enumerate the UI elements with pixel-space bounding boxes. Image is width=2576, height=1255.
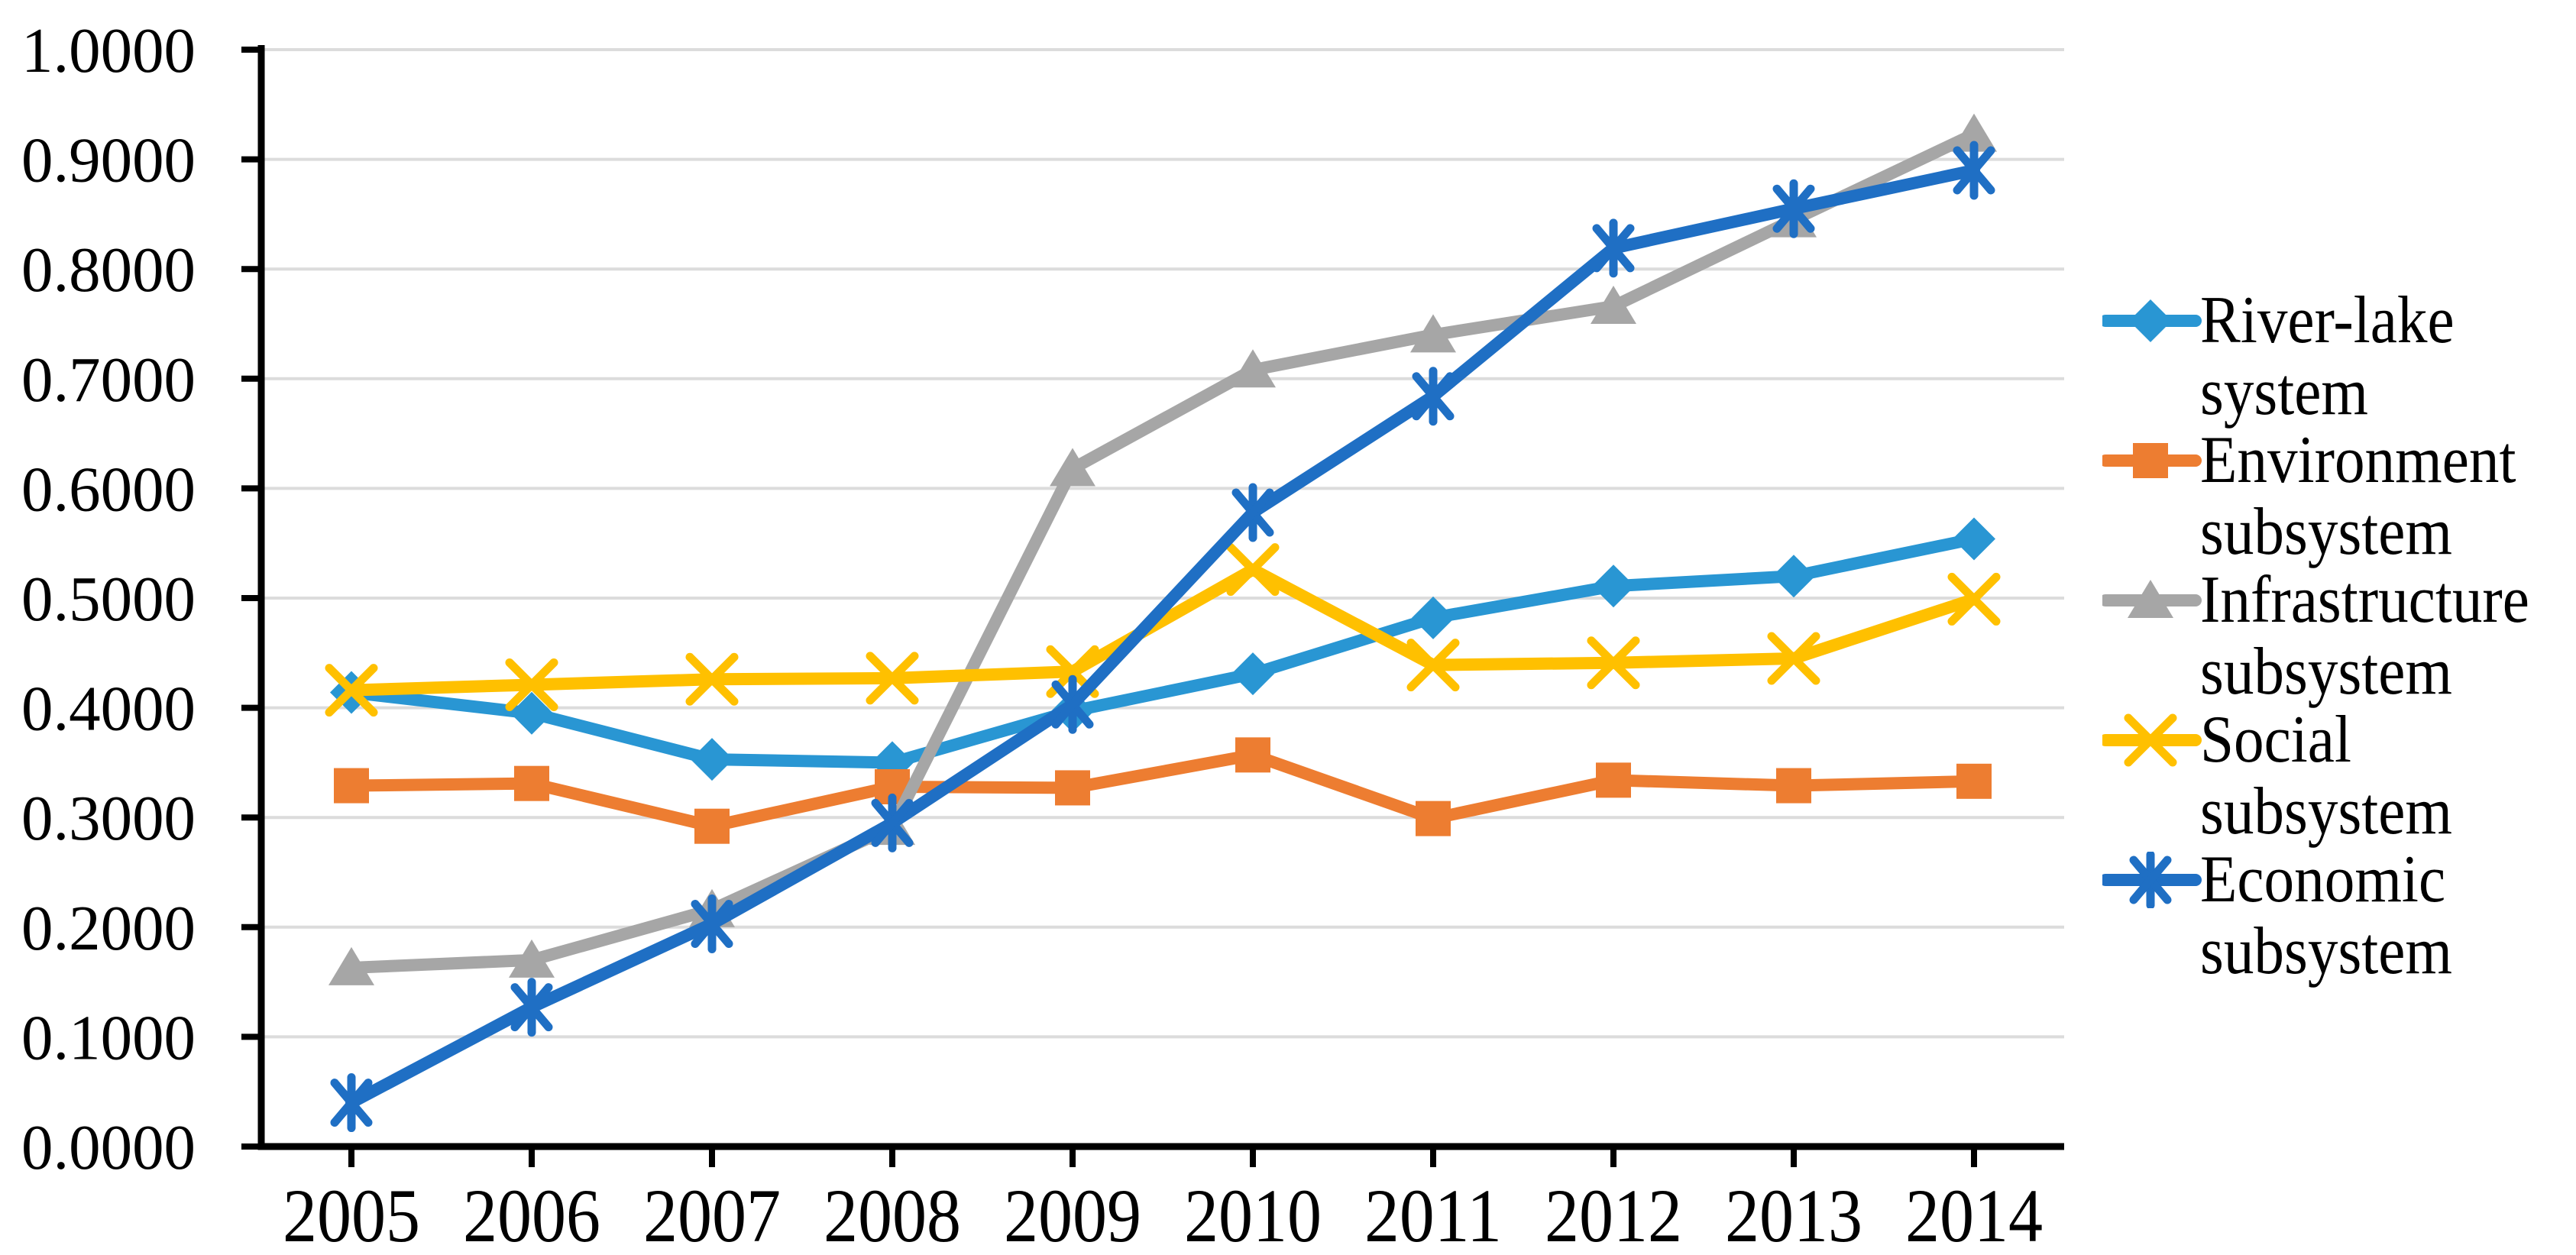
series-line xyxy=(345,532,1980,769)
series-line xyxy=(345,563,1980,697)
y-axis-tick-label: 0.7000 xyxy=(21,344,196,416)
asterisk-marker xyxy=(1051,674,1094,734)
asterisk-marker xyxy=(871,793,914,852)
diamond-marker xyxy=(1412,596,1455,639)
diamond-marker xyxy=(510,691,553,735)
y-axis-tick-label: 0.5000 xyxy=(21,564,196,635)
square-marker xyxy=(1956,763,1992,799)
x-axis-tick-label: 2008 xyxy=(824,1173,961,1255)
y-axis-tick-label: 1.0000 xyxy=(21,15,196,86)
square-marker xyxy=(1416,801,1451,836)
y-axis-tick-label: 0.3000 xyxy=(21,783,196,854)
asterisk-marker xyxy=(1412,367,1455,426)
asterisk-marker xyxy=(510,978,553,1037)
y-axis-tick-label: 0.0000 xyxy=(21,1112,196,1183)
x-marker xyxy=(325,664,378,717)
y-axis-tick-label: 0.8000 xyxy=(21,235,196,306)
x-axis-tick-label: 2011 xyxy=(1364,1173,1502,1255)
series-line xyxy=(345,163,1980,1109)
triangle-marker xyxy=(509,939,555,978)
x-marker xyxy=(1767,632,1820,685)
y-axis-tick-label: 0.9000 xyxy=(21,125,196,196)
x-axis-tick-label: 2007 xyxy=(643,1173,781,1255)
y-axis-tick-label: 0.4000 xyxy=(21,674,196,745)
square-marker xyxy=(694,808,730,844)
triangle-marker xyxy=(328,946,374,985)
diamond-marker xyxy=(1953,517,1995,561)
asterisk-marker xyxy=(1953,141,1995,200)
diamond-marker xyxy=(691,738,733,781)
triangle-marker xyxy=(1410,314,1456,353)
triangle-marker xyxy=(1230,349,1276,388)
asterisk-marker xyxy=(1231,483,1274,542)
x-marker xyxy=(1406,639,1460,692)
triangle-marker xyxy=(1050,448,1095,487)
square-marker xyxy=(1776,768,1811,804)
x-marker xyxy=(505,658,558,711)
diamond-marker xyxy=(1772,555,1815,598)
asterisk-marker xyxy=(1772,179,1815,238)
asterisk-marker xyxy=(330,1073,373,1133)
x-marker xyxy=(866,652,919,705)
x-axis-tick-label: 2009 xyxy=(1004,1173,1141,1255)
series-social-subsystem xyxy=(325,543,2001,717)
x-axis: 2005 2006 2007 2008 2009 2010 2011 2012 2013 2014 xyxy=(283,1147,2043,1255)
square-marker xyxy=(334,768,369,804)
square-marker xyxy=(1055,770,1090,806)
x-marker xyxy=(685,652,739,706)
triangle-marker xyxy=(1591,286,1636,325)
x-marker xyxy=(1587,636,1640,690)
triangle-marker xyxy=(1951,113,1997,152)
x-axis-tick-label: 2006 xyxy=(463,1173,600,1255)
x-axis-tick-label: 2012 xyxy=(1545,1173,1682,1255)
x-axis-tick-label: 2014 xyxy=(1905,1173,2043,1255)
y-axis-tick-label: 0.6000 xyxy=(21,454,196,525)
series-line xyxy=(345,749,1980,833)
asterisk-marker xyxy=(1592,218,1635,278)
x-marker xyxy=(1226,543,1280,597)
y-axis-tick-label: 0.1000 xyxy=(21,1002,196,1073)
gridlines xyxy=(261,48,2064,1039)
series-line xyxy=(345,128,1980,974)
series-economic-subsystem xyxy=(330,141,1995,1133)
y-axis: 0.0000 0.1000 0.2000 0.3000 0.4000 0.5000 0.60… xyxy=(21,15,261,1183)
y-axis-tick-label: 0.2000 xyxy=(21,893,196,964)
x-axis-tick-label: 2010 xyxy=(1184,1173,1322,1255)
series-infrastructure-subsystem xyxy=(328,113,1997,985)
series-river-lake-system xyxy=(330,517,1995,784)
x-marker xyxy=(1947,572,2001,626)
x-axis-tick-label: 2005 xyxy=(283,1173,420,1255)
diamond-marker xyxy=(1592,564,1635,608)
square-marker xyxy=(1596,762,1631,798)
series-environment-subsystem xyxy=(334,737,1992,844)
diamond-marker xyxy=(1231,652,1274,696)
square-marker xyxy=(1235,737,1270,773)
x-axis-tick-label: 2013 xyxy=(1725,1173,1862,1255)
square-marker xyxy=(514,765,549,801)
asterisk-marker xyxy=(691,894,733,953)
